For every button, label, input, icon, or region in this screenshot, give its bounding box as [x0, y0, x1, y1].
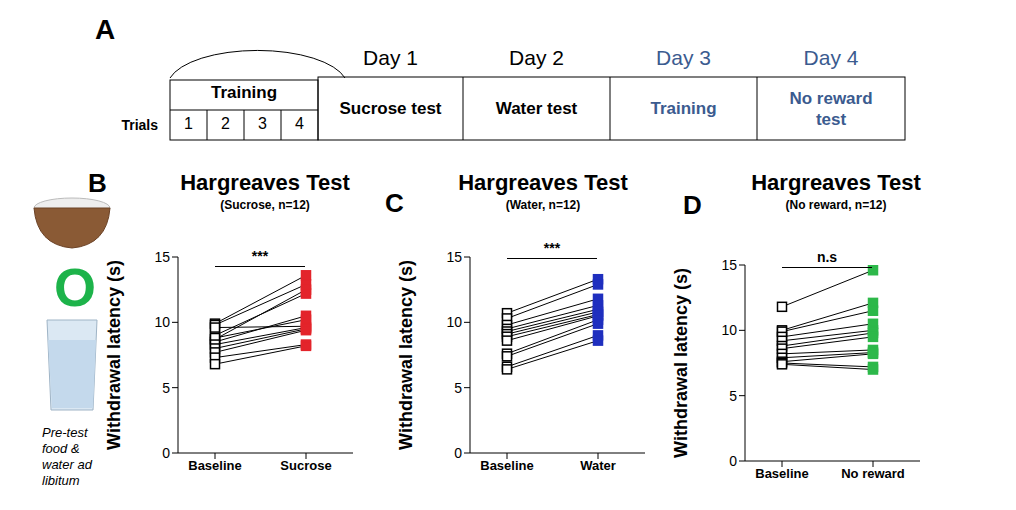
html-text:Water test: Water test	[495, 99, 578, 118]
svg-text:15: 15	[154, 249, 170, 265]
html-text:1: 1	[184, 115, 193, 132]
html-text:Sucrose test: Sucrose test	[339, 99, 442, 118]
html-text:A: A	[95, 14, 116, 45]
html-text:(Sucrose, n=12): (Sucrose, n=12)	[220, 198, 310, 212]
svg-text:Withdrawal latency (s): Withdrawal latency (s)	[396, 260, 416, 450]
svg-text:10: 10	[721, 322, 737, 338]
svg-text:Withdrawal latency (s): Withdrawal latency (s)	[671, 268, 691, 458]
html-text:Day 1: Day 1	[363, 46, 418, 69]
html-text:Trials: Trials	[121, 117, 158, 133]
html-text:4: 4	[295, 115, 304, 132]
html-text:D: D	[683, 190, 702, 220]
svg-text:10: 10	[446, 314, 462, 330]
html-text:C: C	[385, 188, 404, 218]
svg-text:15: 15	[721, 257, 737, 273]
svg-text:Withdrawal latency (s): Withdrawal latency (s)	[104, 260, 124, 450]
svg-text:10: 10	[154, 314, 170, 330]
html-text:No reward test: No reward test	[789, 88, 873, 129]
svg-text:Baseline: Baseline	[755, 466, 808, 481]
html-text:Pre-test food & water ad libit: Pre-test food & water ad libitum	[42, 425, 92, 488]
html-text:Training: Training	[210, 83, 278, 102]
svg-text:0: 0	[162, 445, 170, 461]
svg-text:5: 5	[162, 380, 170, 396]
svg-text:15: 15	[446, 249, 462, 265]
svg-text:5: 5	[729, 388, 737, 404]
svg-text:No reward: No reward	[841, 466, 905, 481]
svg-text:5: 5	[454, 380, 462, 396]
html-text:Day 2: Day 2	[509, 46, 564, 69]
html-text:3: 3	[258, 115, 267, 132]
svg-text:Baseline: Baseline	[480, 458, 533, 473]
svg-text:Baseline: Baseline	[188, 458, 241, 473]
svg-text:0: 0	[454, 445, 462, 461]
html-text:Day 4: Day 4	[803, 46, 859, 69]
svg-text:0: 0	[729, 453, 737, 469]
svg-text:Water: Water	[580, 458, 616, 473]
html-text:(No reward, n=12): (No reward, n=12)	[785, 198, 887, 212]
html-text:Training: Training	[650, 99, 717, 118]
html-text:2: 2	[221, 115, 230, 132]
html-text:Hargreaves Test: Hargreaves Test	[751, 170, 921, 195]
svg-text:Sucrose: Sucrose	[280, 458, 331, 473]
html-text:n.s: n.s	[816, 249, 838, 265]
html-text:B: B	[88, 168, 107, 198]
html-text:Hargreaves Test: Hargreaves Test	[458, 170, 628, 195]
html-text:(Water, n=12): (Water, n=12)	[505, 198, 581, 212]
html-text:Hargreaves Test: Hargreaves Test	[180, 170, 350, 195]
html-text:Day 3: Day 3	[656, 46, 711, 69]
html-text:O: O	[54, 257, 96, 317]
